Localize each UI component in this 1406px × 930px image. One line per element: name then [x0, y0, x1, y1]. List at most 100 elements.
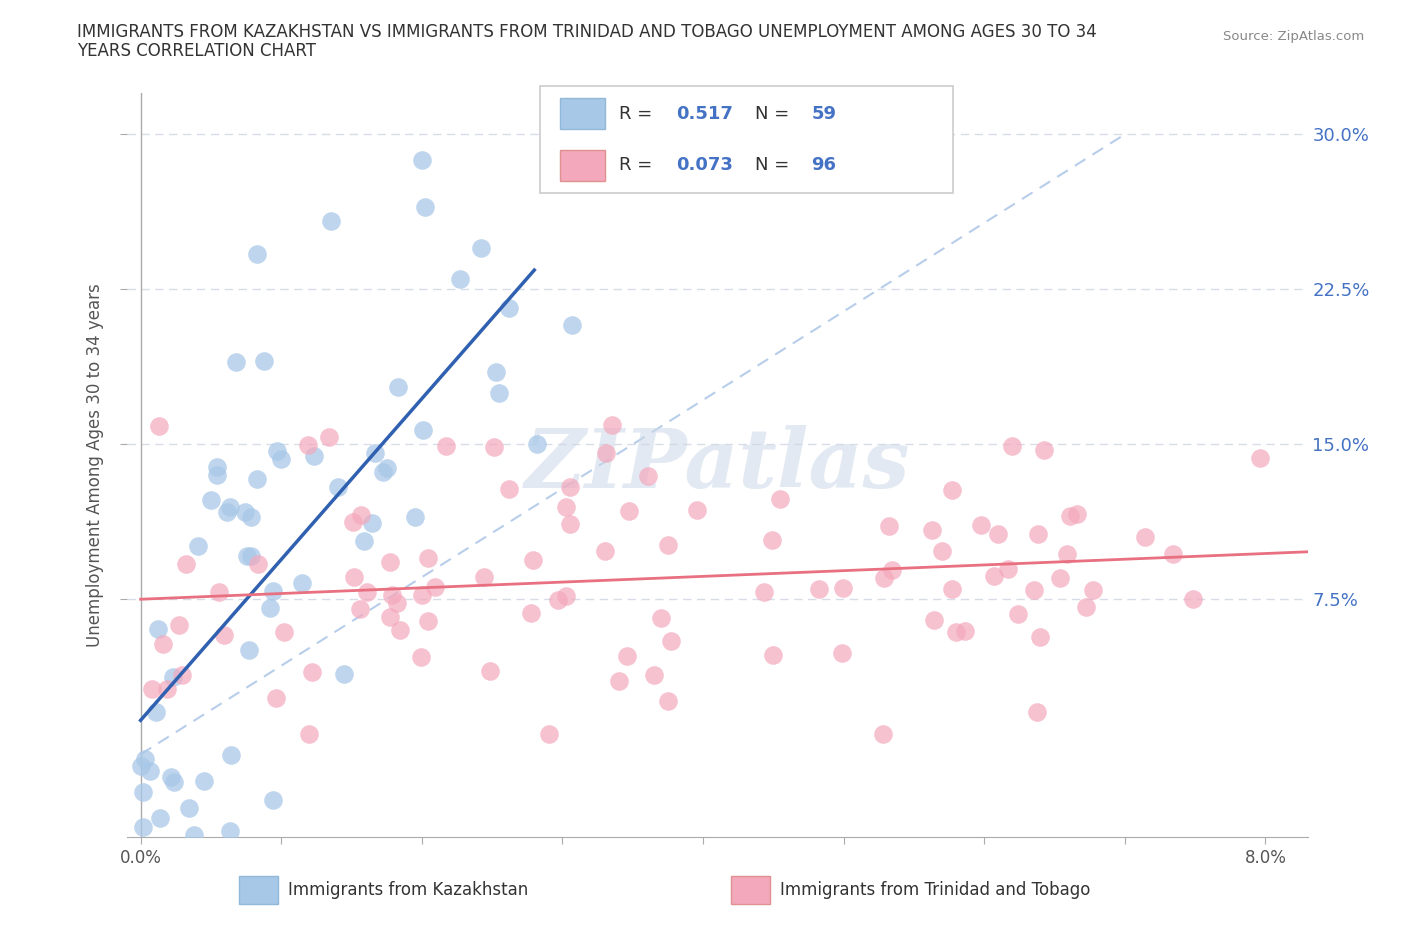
Point: [200, 492, 222, 507]
Point: [318, 430, 340, 445]
Text: N =: N =: [755, 105, 794, 123]
Point: [266, 444, 288, 458]
Point: [831, 646, 853, 661]
Point: [1022, 582, 1045, 597]
Point: [412, 422, 434, 437]
Point: [832, 580, 855, 595]
Point: [193, 774, 215, 789]
Point: [554, 499, 576, 514]
Point: [364, 445, 387, 460]
Point: [302, 448, 325, 463]
Point: [233, 505, 256, 520]
Point: [1083, 583, 1105, 598]
Point: [478, 664, 501, 679]
Point: [1026, 526, 1049, 541]
Text: ZIPatlas: ZIPatlas: [524, 425, 910, 505]
Text: YEARS CORRELATION CHART: YEARS CORRELATION CHART: [77, 42, 316, 60]
Point: [409, 650, 432, 665]
Point: [167, 618, 190, 632]
Point: [877, 519, 900, 534]
Point: [270, 451, 292, 466]
Text: 96: 96: [811, 156, 837, 174]
Point: [547, 592, 569, 607]
Text: 59: 59: [811, 105, 837, 123]
Point: [149, 811, 172, 826]
Point: [602, 418, 624, 432]
Point: [434, 439, 457, 454]
Point: [808, 581, 831, 596]
Point: [983, 569, 1005, 584]
Point: [134, 751, 156, 766]
Point: [561, 318, 583, 333]
Point: [219, 748, 242, 763]
Point: [387, 379, 409, 394]
Point: [997, 562, 1019, 577]
Point: [922, 613, 945, 628]
Point: [152, 636, 174, 651]
Point: [1249, 450, 1271, 465]
Point: [236, 548, 259, 563]
Text: 0.517: 0.517: [676, 105, 733, 123]
Point: [273, 625, 295, 640]
Point: [558, 479, 581, 494]
Point: [1059, 509, 1081, 524]
Point: [1033, 443, 1056, 458]
Point: [298, 726, 321, 741]
Point: [356, 584, 378, 599]
Point: [987, 526, 1010, 541]
Point: [259, 600, 281, 615]
Text: Immigrants from Kazakhstan: Immigrants from Kazakhstan: [288, 881, 529, 899]
Point: [520, 605, 543, 620]
Point: [657, 538, 679, 552]
Point: [616, 649, 638, 664]
Point: [246, 472, 269, 486]
Point: [297, 437, 319, 452]
Point: [643, 668, 665, 683]
Text: IMMIGRANTS FROM KAZAKHSTAN VS IMMIGRANTS FROM TRINIDAD AND TOBAGO UNEMPLOYMENT A: IMMIGRANTS FROM KAZAKHSTAN VS IMMIGRANTS…: [77, 23, 1097, 41]
Point: [1056, 547, 1078, 562]
Point: [179, 801, 201, 816]
Point: [650, 610, 672, 625]
Point: [970, 517, 993, 532]
Point: [163, 775, 186, 790]
Text: R =: R =: [619, 105, 658, 123]
Point: [537, 726, 560, 741]
Point: [872, 726, 894, 741]
Point: [425, 580, 447, 595]
Point: [263, 792, 285, 807]
Point: [921, 523, 943, 538]
Point: [449, 272, 471, 286]
Point: [593, 543, 616, 558]
Point: [156, 682, 179, 697]
Point: [1001, 438, 1024, 453]
Point: [482, 440, 505, 455]
FancyBboxPatch shape: [560, 99, 605, 129]
Point: [145, 705, 167, 720]
Point: [174, 556, 197, 571]
Point: [353, 534, 375, 549]
Point: [873, 570, 896, 585]
Point: [619, 504, 641, 519]
Point: [172, 668, 194, 683]
Point: [264, 690, 287, 705]
Point: [326, 480, 349, 495]
Point: [555, 589, 578, 604]
Point: [146, 621, 169, 636]
Point: [219, 499, 242, 514]
Point: [380, 609, 402, 624]
Point: [659, 633, 682, 648]
Point: [607, 673, 630, 688]
Y-axis label: Unemployment Among Ages 30 to 34 years: Unemployment Among Ages 30 to 34 years: [86, 283, 104, 647]
Point: [411, 588, 433, 603]
Point: [1026, 704, 1049, 719]
Point: [205, 468, 228, 483]
Point: [342, 515, 364, 530]
Point: [387, 596, 409, 611]
Point: [162, 670, 184, 684]
Point: [657, 694, 679, 709]
Point: [953, 623, 976, 638]
Point: [380, 554, 402, 569]
Point: [388, 623, 411, 638]
Point: [416, 613, 439, 628]
Point: [148, 418, 170, 433]
